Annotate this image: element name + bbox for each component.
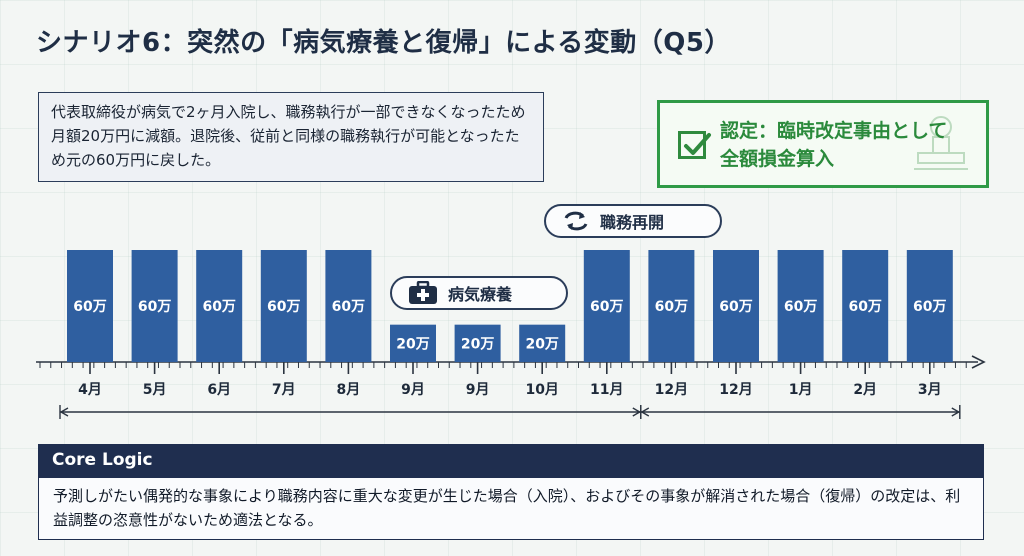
core-logic-body: 予測しがたい偶発的な事象により職務内容に重大な変更が生じた場合（入院）、およびそ…	[38, 478, 984, 540]
work-resume-label: 職務再開	[600, 213, 665, 232]
scenario-description: 代表取締役が病気で2ヶ月入院し、職務執行が一部できなくなったため月額20万円に減…	[38, 92, 544, 182]
rubber-stamp-icon	[914, 116, 968, 170]
approval-stamp: 認定：臨時改定事由として 全額損金算入	[657, 100, 989, 188]
stamp-line-1: 認定：臨時改定事由として	[720, 120, 948, 142]
sick-leave-badge: 病気療養	[390, 276, 568, 310]
work-resume-badge: 職務再開	[544, 204, 722, 238]
page-title: シナリオ6：突然の「病気療養と復帰」による変動（Q5）	[36, 28, 732, 58]
swap-arrows-icon	[564, 211, 588, 231]
check-box-icon	[678, 131, 711, 159]
stamp-line-2: 全額損金算入	[720, 148, 835, 170]
medical-kit-icon	[409, 281, 437, 304]
stamp-text: 認定：臨時改定事由として 全額損金算入	[720, 117, 947, 173]
core-logic-heading: Core Logic	[38, 444, 984, 478]
sick-leave-label: 病気療養	[448, 285, 513, 304]
